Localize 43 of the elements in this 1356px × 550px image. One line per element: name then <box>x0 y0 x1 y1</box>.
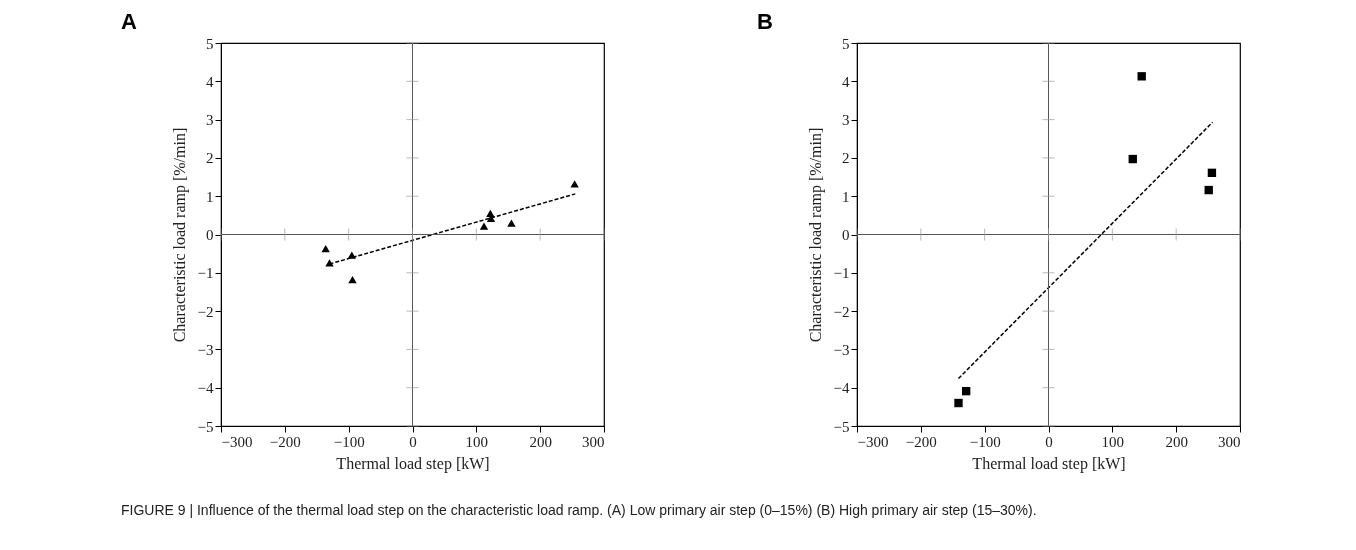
y-tick-label: 1 <box>206 188 214 205</box>
chart-title: A <box>121 9 138 34</box>
y-tick-label: 5 <box>842 35 850 52</box>
x-tick-label: 300 <box>582 433 605 450</box>
x-axis-title: Thermal load step [kW] <box>972 454 1126 473</box>
y-tick-label: −3 <box>833 341 850 358</box>
y-tick-label: 2 <box>206 150 214 167</box>
y-axis-title: Characteristic load ramp [%/min] <box>806 127 825 343</box>
chart-title: B <box>757 9 773 34</box>
x-tick-label: 200 <box>1165 433 1188 450</box>
y-tick-label: 4 <box>842 73 850 90</box>
y-tick-label: 3 <box>842 112 850 129</box>
x-tick-label: 200 <box>529 433 552 450</box>
x-tick-label: 0 <box>409 433 417 450</box>
x-tick-label: 0 <box>1045 433 1053 450</box>
x-tick-label: 300 <box>1218 433 1241 450</box>
y-tick-label: −5 <box>197 418 214 435</box>
y-tick-label: 1 <box>842 188 850 205</box>
y-tick-label: −1 <box>833 265 850 282</box>
x-tick-label: 100 <box>1101 433 1125 450</box>
x-tick-label: −100 <box>969 433 1001 450</box>
y-tick-label: −5 <box>833 418 850 435</box>
y-tick-label: −3 <box>197 341 214 358</box>
y-tick-label: −2 <box>197 303 214 320</box>
y-tick-label: 0 <box>842 227 850 243</box>
y-tick-label: −2 <box>833 303 850 320</box>
y-tick-label: −4 <box>197 380 214 397</box>
y-tick-label: 5 <box>206 35 214 52</box>
y-tick-label: −1 <box>197 265 214 282</box>
x-tick-label: −200 <box>905 433 937 450</box>
x-tick-label: 100 <box>465 433 489 450</box>
y-tick-label: 4 <box>206 73 214 90</box>
x-tick-label: −100 <box>333 433 365 450</box>
y-tick-label: −4 <box>833 380 850 397</box>
x-axis-title: Thermal load step [kW] <box>336 454 490 473</box>
caption: FIGURE 9 | Influence of the thermal load step on the characteristic load ramp. (A) Low primary air step (0–15%) (B) High primary air step (15–30%). <box>121 502 1037 518</box>
y-tick-label: 2 <box>842 150 850 167</box>
y-tick-label: 0 <box>206 227 214 243</box>
x-tick-label: −200 <box>269 433 301 450</box>
x-tick-label: −300 <box>857 433 889 450</box>
y-axis-title: Characteristic load ramp [%/min] <box>170 127 189 343</box>
x-tick-label: −300 <box>221 433 253 450</box>
y-tick-label: 3 <box>206 112 214 129</box>
